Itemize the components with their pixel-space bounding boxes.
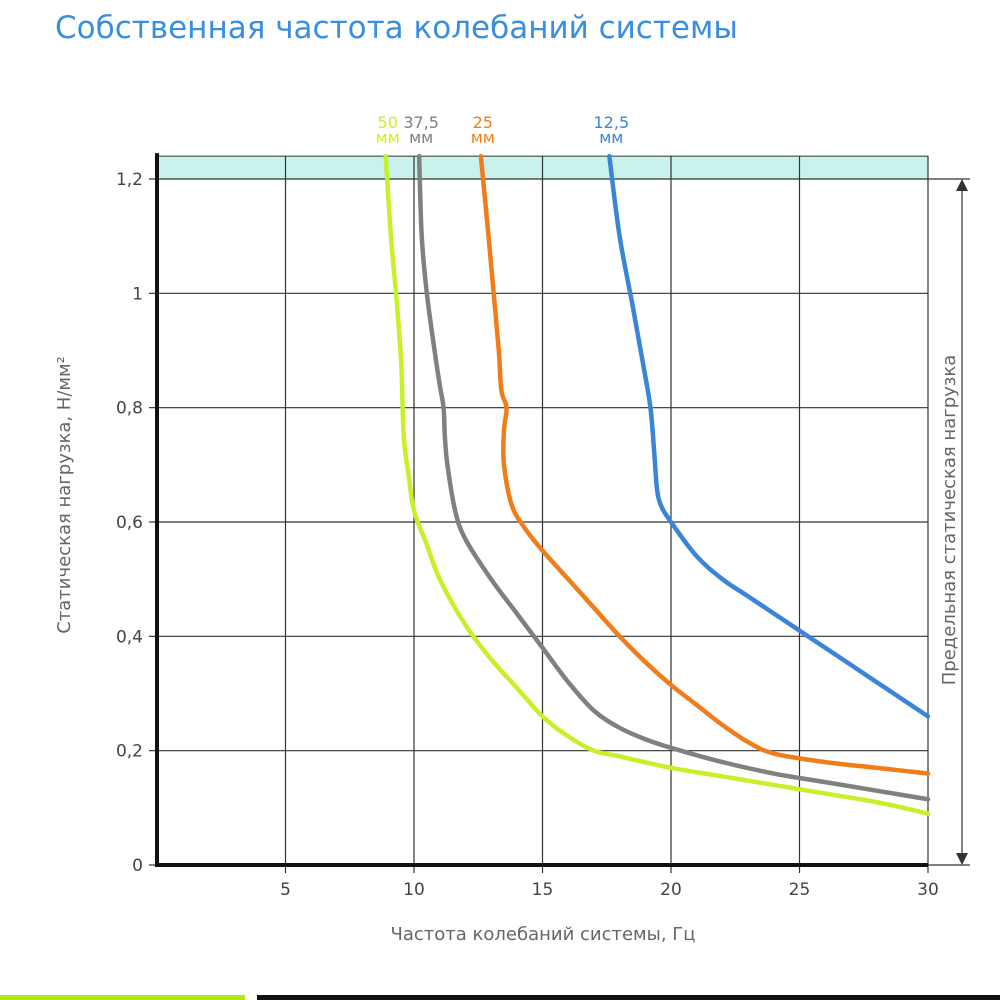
series-unit-3: мм (599, 128, 623, 147)
series-line-2 (478, 153, 931, 776)
x-ticks: 5 10 15 20 25 30 (280, 865, 939, 900)
limit-arrow-up (956, 179, 968, 191)
y-tick-label: 0,8 (116, 399, 143, 419)
y-tick-label: 0 (132, 856, 143, 876)
x-tick-label: 30 (917, 880, 939, 900)
limit-marker (928, 178, 970, 866)
series-unit-0: мм (376, 128, 400, 147)
x-tick-label: 5 (280, 880, 291, 900)
x-tick-label: 25 (789, 880, 811, 900)
series-label-3: 12,5 (594, 113, 630, 132)
y-tick-label: 0,2 (116, 742, 143, 762)
bottom-bar-green (0, 995, 245, 1000)
limit-label: Предельная статическая нагрузка (939, 355, 960, 685)
x-tick-label: 15 (532, 880, 554, 900)
page-title: Собственная частота колебаний системы (55, 10, 738, 46)
series-line-1 (416, 153, 931, 802)
y-tick-label: 0,4 (116, 627, 143, 647)
series-label-0: 50 (378, 113, 398, 132)
x-tick-label: 20 (660, 880, 682, 900)
axes (155, 153, 928, 867)
limit-arrow-down (956, 853, 968, 865)
series-unit-1: мм (409, 128, 433, 147)
series-label-1: 37,5 (403, 113, 439, 132)
x-axis-label: Частота колебаний системы, Гц (391, 924, 696, 945)
y-tick-label: 1,2 (116, 170, 143, 190)
x-tick-label: 10 (403, 880, 425, 900)
series-unit-2: мм (471, 128, 495, 147)
bottom-bar-black (257, 995, 1000, 1000)
y-tick-label: 1 (132, 284, 143, 304)
y-axis-label: Статическая нагрузка, Н/мм² (54, 356, 75, 634)
series-line-0 (383, 153, 931, 816)
series-line-3 (607, 153, 931, 719)
series-label-2: 25 (473, 113, 493, 132)
series-lines (383, 153, 931, 816)
y-ticks: 0 0,2 0,4 0,6 0,8 1 1,2 (116, 170, 157, 876)
y-tick-label: 0,6 (116, 513, 143, 533)
